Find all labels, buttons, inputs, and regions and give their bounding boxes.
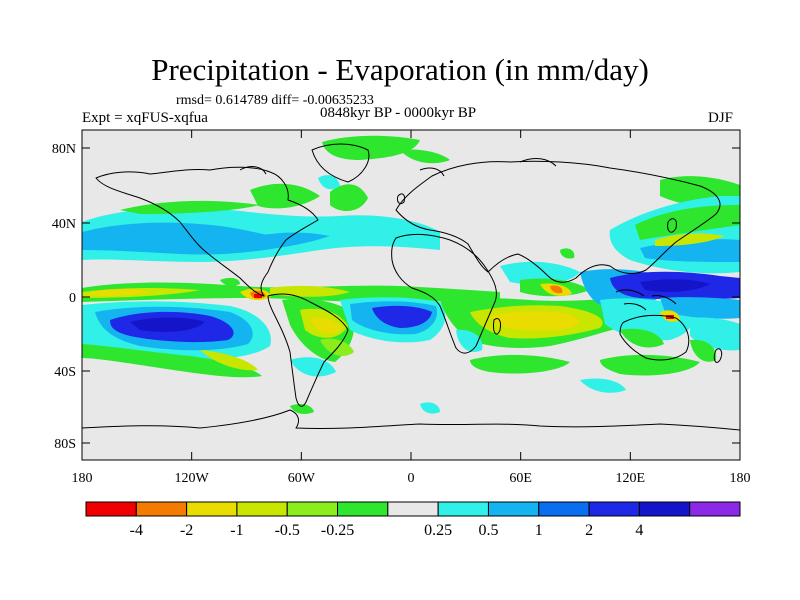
coastline-new-zealand [713,348,723,363]
legend-swatch [487,501,540,517]
legend-label: -2 [180,522,193,539]
field-patch [290,404,314,414]
field-patch [400,149,450,164]
field-patch [372,305,432,328]
coastline-north-america [95,166,319,297]
legend-swatch [437,501,489,517]
legend-swatch [135,501,188,517]
field-patch [655,233,725,246]
coastline-uk [397,193,405,205]
field-patch [200,350,258,371]
field-patch [640,279,710,292]
lon-label: 60E [509,471,532,486]
map-title: Precipitation - Evaporation (in mm/day) [151,52,649,87]
lon-label: 60W [288,471,316,486]
field-patch [250,183,320,209]
coastline-arctic-islands [239,158,557,177]
field-patch [270,285,350,297]
field-patch [620,328,664,348]
coastline-greenland [311,143,370,183]
legend-swatch [186,501,238,517]
legend-swatch [387,501,439,517]
legend-label: 4 [635,522,643,539]
legend-swatch [689,501,741,517]
legend-swatch [337,501,389,517]
lon-label: 180 [730,471,751,486]
lon-label: 0 [408,471,415,486]
coastline-south-america [267,293,349,407]
field-patch [82,344,262,378]
coastline-australia [619,314,690,361]
field-patch [490,311,579,331]
field-patch [635,205,740,240]
map-ticks [81,130,741,460]
map-axis-labels: 80N 40N 0 40S 80S 180 120W 60W 0 60E 120E 180 [52,142,751,486]
lat-label: 40S [54,365,76,380]
legend-swatch [85,501,137,517]
legend-label: -0.25 [321,522,354,539]
lon-label: 120E [616,471,646,486]
period-subtitle: 0848kyr BP - 0000kyr BP [320,105,477,121]
field-patch [318,175,340,190]
legend-label: -1 [230,522,243,539]
legend-label: 0.5 [478,522,498,539]
lon-label: 120W [175,471,210,486]
field-patch [90,289,150,296]
field-patch [470,354,570,374]
legend-swatch [588,501,640,517]
field-patch [322,135,420,160]
coastline-eurasia [395,160,721,283]
field-patch [580,378,626,393]
legend-label: -0.5 [275,522,300,539]
field-patch [690,339,717,362]
lat-label: 40N [52,217,76,232]
coastline-japan [667,218,677,233]
field-patch [220,277,240,287]
stats-subtitle: rmsd= 0.614789 diff= -0.00635233 [176,93,374,108]
field-patch [130,317,205,332]
coastline-africa [391,233,497,354]
field-patch [600,354,700,376]
field-patch [420,402,440,414]
field-patch [310,317,342,334]
season-label: DJF [708,110,734,126]
legend-labels: -4 -2 -1 -0.5 -0.25 0.25 0.5 1 2 4 [130,522,644,539]
field-patch [550,285,563,294]
field-patch [500,261,580,285]
legend-swatch [638,501,691,517]
legend-label: -4 [130,522,143,539]
coastline-antarctica [82,409,740,431]
legend-swatches [85,501,741,517]
legend-label: 2 [585,522,593,539]
field-patch [330,184,368,212]
legend-label: 0.25 [424,522,452,539]
legend-swatch [538,501,590,517]
field-patch [660,297,740,319]
legend-swatch [236,501,288,517]
experiment-label: Expt = xqFUS-xqfua [82,110,208,126]
coastlines [82,143,740,431]
coastline-maritime [615,289,677,311]
legend-swatch [286,501,339,517]
coastline-madagascar [493,317,501,335]
field-patch [560,248,575,259]
lat-label: 80S [54,437,76,452]
field-patch [320,338,354,356]
lat-label: 80N [52,142,76,157]
map-field [82,130,740,460]
lat-label: 0 [69,291,76,306]
lon-label: 180 [72,471,93,486]
legend-label: 1 [535,522,543,539]
